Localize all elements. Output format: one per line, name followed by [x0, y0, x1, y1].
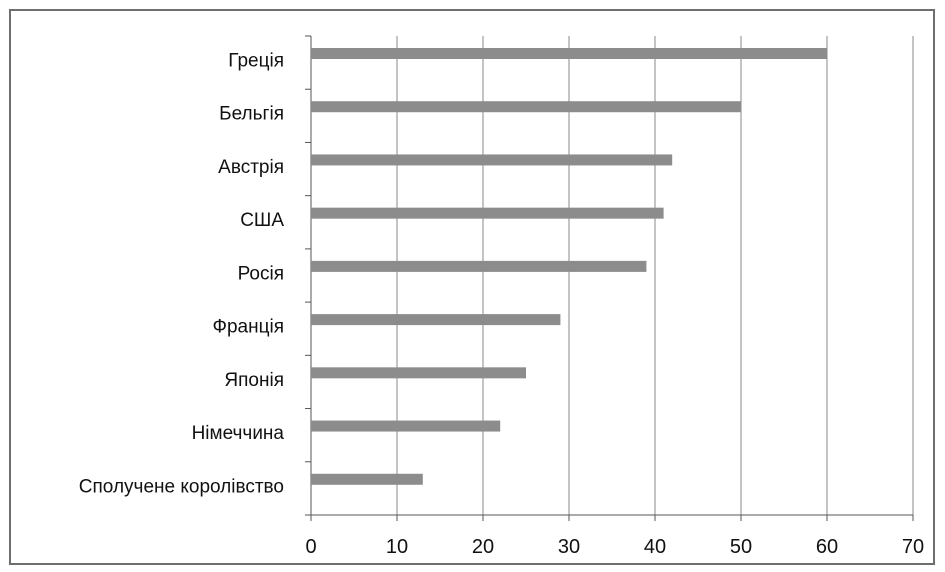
bar-2: [311, 101, 741, 112]
category-label-7: Японія: [224, 370, 284, 391]
category-label-6: Франція: [213, 317, 284, 338]
x-tick-label-40: 40: [644, 536, 666, 558]
category-label-8: Німеччина: [192, 423, 285, 444]
category-label-2: Бельгія: [219, 104, 284, 125]
x-tick-label-70: 70: [902, 536, 924, 558]
x-tick-label-50: 50: [730, 536, 752, 558]
category-label-9: Сполучене королівство: [79, 476, 284, 497]
bar-9: [311, 474, 423, 485]
category-label-4: США: [240, 210, 284, 231]
bar-1: [311, 48, 827, 59]
labels: 0 10 20 30 40 50 60 70 Греція Бельгія Австрія США Ро…: [79, 51, 924, 559]
x-tick-label-10: 10: [386, 536, 408, 558]
x-tick-label-30: 30: [558, 536, 580, 558]
x-tick-label-60: 60: [816, 536, 838, 558]
bar-5: [311, 261, 646, 272]
category-label-3: Австрія: [218, 157, 284, 178]
bar-8: [311, 421, 500, 432]
x-tick-label-20: 20: [472, 536, 494, 558]
category-label-1: Греція: [228, 51, 284, 72]
bar-3: [311, 154, 672, 165]
bar-7: [311, 367, 526, 378]
x-tick-label-0: 0: [305, 536, 316, 558]
bar-6: [311, 314, 560, 325]
bar-4: [311, 208, 664, 219]
category-label-5: Росія: [238, 263, 284, 284]
